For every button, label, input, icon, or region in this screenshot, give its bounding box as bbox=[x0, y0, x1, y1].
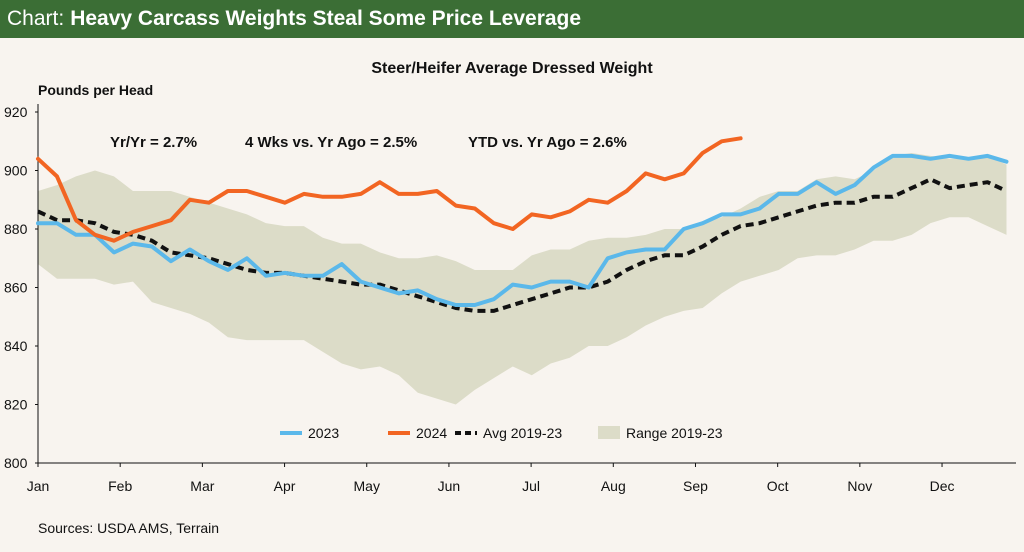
legend-2024-label: 2024 bbox=[416, 425, 447, 441]
y-tick-label: 920 bbox=[4, 104, 28, 120]
legend-avg-label: Avg 2019-23 bbox=[483, 425, 562, 441]
source-note: Sources: USDA AMS, Terrain bbox=[38, 520, 220, 536]
header-prefix: Chart: bbox=[7, 7, 65, 30]
x-tick-label: Dec bbox=[930, 478, 955, 494]
legend-range-label: Range 2019-23 bbox=[626, 425, 723, 441]
stat-annotation: YTD vs. Yr Ago = 2.6% bbox=[468, 134, 627, 151]
y-tick-label: 840 bbox=[4, 338, 28, 354]
stat-annotation: 4 Wks vs. Yr Ago = 2.5% bbox=[245, 134, 417, 151]
range-band bbox=[38, 152, 1007, 405]
series-2023 bbox=[36, 153, 1009, 307]
x-tick-label: Feb bbox=[108, 478, 132, 494]
y-tick-label: 800 bbox=[4, 455, 28, 471]
x-tick-label: Jun bbox=[438, 478, 461, 494]
x-tick-label: Jul bbox=[522, 478, 540, 494]
x-tick-label: Nov bbox=[847, 478, 872, 494]
x-tick-label: Mar bbox=[190, 478, 214, 494]
header-title: Heavy Carcass Weights Steal Some Price L… bbox=[70, 7, 582, 30]
x-tick-label: Aug bbox=[601, 478, 626, 494]
stat-annotation: Yr/Yr = 2.7% bbox=[110, 134, 197, 151]
x-tick-label: Sep bbox=[683, 478, 708, 494]
series-2024 bbox=[36, 136, 743, 243]
x-tick-label: Jan bbox=[27, 478, 50, 494]
y-tick-label: 880 bbox=[4, 221, 28, 237]
x-tick-label: Oct bbox=[767, 478, 789, 494]
y-axis-label: Pounds per Head bbox=[38, 82, 154, 98]
y-tick-label: 820 bbox=[4, 397, 28, 413]
y-tick-label: 860 bbox=[4, 280, 28, 296]
legend-2023-label: 2023 bbox=[308, 425, 339, 441]
y-tick-label: 900 bbox=[4, 163, 28, 179]
x-tick-label: May bbox=[354, 478, 380, 494]
chart-title: Steer/Heifer Average Dressed Weight bbox=[371, 60, 653, 77]
x-tick-label: Apr bbox=[274, 478, 296, 494]
legend-range-swatch bbox=[598, 426, 620, 439]
chart-header: Chart: Heavy Carcass Weights Steal Some … bbox=[0, 0, 1024, 38]
